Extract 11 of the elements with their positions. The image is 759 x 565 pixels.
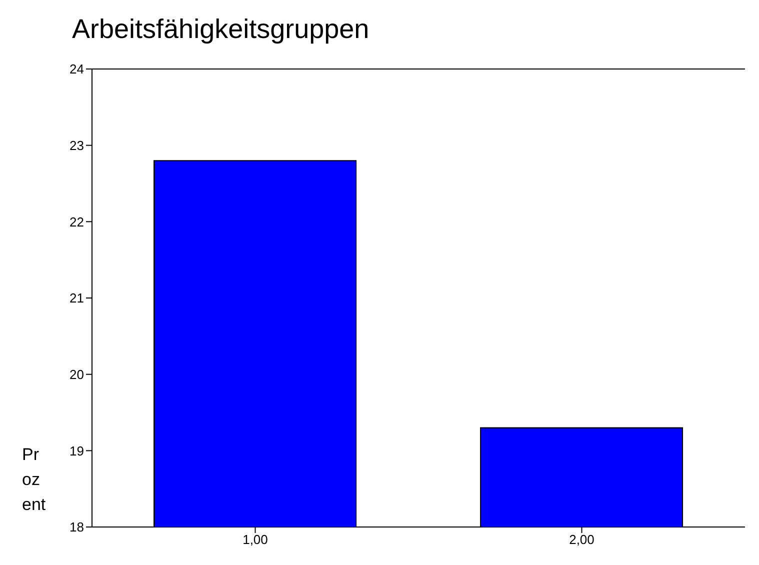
x-tick-label: 1,00 <box>242 532 268 548</box>
y-tick-label: 21 <box>70 290 84 306</box>
y-tick-label: 20 <box>70 366 84 382</box>
y-tick-label: 18 <box>70 520 84 535</box>
y-tick-label: 22 <box>70 214 84 230</box>
y-tick-label: 24 <box>70 62 84 77</box>
x-tick-label: 2,00 <box>569 532 594 548</box>
chart-title: Arbeitsfähigkeitsgruppen <box>72 14 370 45</box>
y-axis-title: Prozent <box>22 444 46 516</box>
y-tick-label: 23 <box>70 138 84 153</box>
y-tick-label: 19 <box>70 443 84 458</box>
